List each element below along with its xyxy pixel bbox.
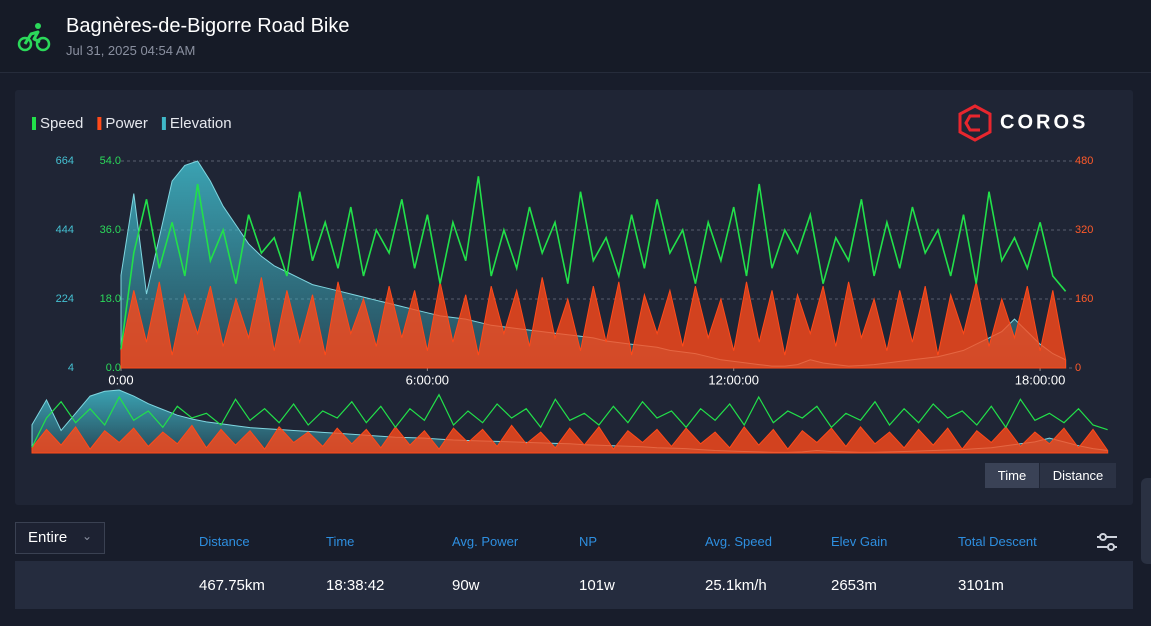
stat-value: 467.75km [199,577,265,594]
legend-label: Speed [40,115,83,132]
stats-labels: Distance Time Avg. Power NP Avg. Speed Elev G… [0,534,1151,552]
power-tick-label: 480 [1075,155,1093,167]
stat-value: 90w [452,577,480,594]
brand: COROS [1000,111,1088,133]
x-tick-label: 12:00:00 [708,372,759,387]
distance-button[interactable]: Distance [1040,463,1116,488]
x-tick-label: 18:00:00 [1015,372,1066,387]
speed-tick-label: 18.0 [100,293,121,305]
legend-swatch [32,117,36,130]
activity-date: Jul 31, 2025 04:54 AM [66,43,196,58]
x-tick-label: 6:00:00 [406,372,449,387]
x-tick-label: 0:00 [108,372,133,387]
range-value: Entire [28,529,68,546]
stat-value: 101w [579,577,615,594]
stat-label: Elev Gain [831,534,888,549]
power-tick-label: 320 [1075,224,1093,236]
power-tick-label: 0 [1075,362,1081,374]
stat-value: 25.1km/h [705,577,767,594]
settings-icon[interactable] [1095,532,1119,552]
stat-value: 18:38:42 [326,577,385,594]
speed-line [31,393,1108,448]
power-tick-label: 160 [1075,293,1093,305]
side-handle[interactable] [1141,478,1151,564]
speed-tick-label: 54.0 [100,155,121,167]
chart: COROS Speed Power Elevation 0.0 18.0 36.0 54.0… [31,104,1109,454]
stat-label: Total Descent [958,534,1037,549]
legend-swatch [97,117,102,130]
time-button[interactable]: Time [985,463,1039,488]
stat-label: Time [326,534,355,549]
speed-line [120,176,1067,349]
power-area [120,277,1067,369]
power-area [31,424,1109,454]
header: Bagnères-de-Bigorre Road Bike Jul 31, 20… [0,0,1151,73]
elevation-tick-label: 664 [56,155,74,167]
elevation-tick-label: 444 [56,224,74,236]
stat-label: Avg. Power [452,534,519,549]
bike-icon [17,23,51,52]
legend-label: Power [105,115,148,132]
speed-tick-label: 0.0 [106,362,121,374]
legend-label: Elevation [170,115,232,132]
stat-label: Avg. Speed [705,534,772,549]
elevation-tick-label: 224 [56,293,74,305]
stat-label: NP [579,534,598,549]
stat-label: Distance [199,534,250,549]
coros-logo: COROS [958,104,1088,142]
activity-title: Bagnères-de-Bigorre Road Bike [66,15,350,37]
chevron: ⌄ [81,529,92,543]
stats-values: 467.75km 18:38:42 90w 101w 25.1km/h 2653m 3101… [15,561,1133,609]
stat-value: 2653m [831,577,877,594]
range-dropdown[interactable]: Entire ⌄ [15,522,105,554]
legend-swatch [161,117,166,130]
speed-tick-label: 36.0 [100,224,121,236]
stat-value: 3101m [958,577,1004,594]
elevation-tick-label: 4 [68,362,74,374]
